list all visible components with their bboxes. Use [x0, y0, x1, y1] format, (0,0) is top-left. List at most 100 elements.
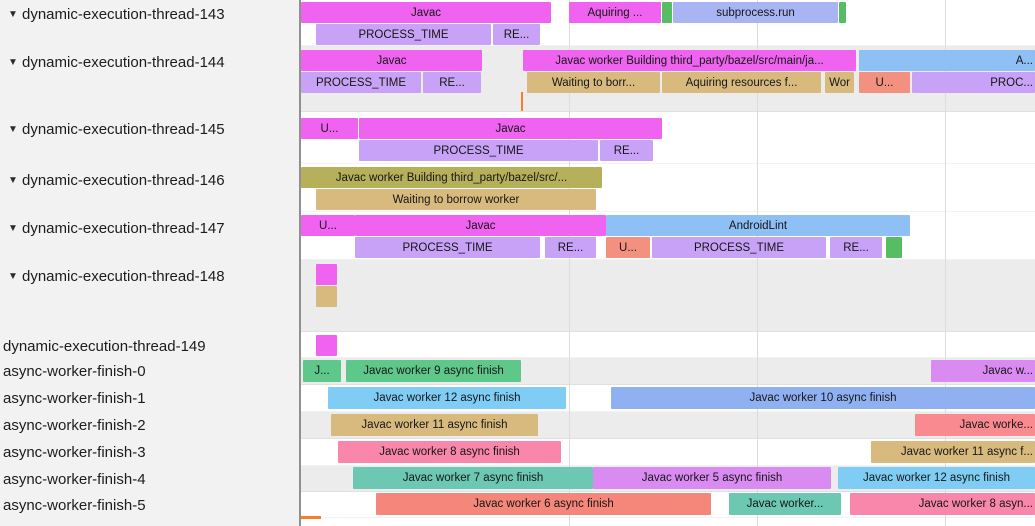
track-name: dynamic-execution-thread-144	[22, 53, 225, 71]
track-thread-145: U... Javac PROCESS_TIME RE...	[301, 112, 1035, 164]
sidebar: ▼ dynamic-execution-thread-143 ▼ dynamic-ex…	[0, 0, 301, 526]
track-thread-148	[301, 260, 1035, 332]
trace-span[interactable]: RE...	[423, 72, 481, 93]
trace-span[interactable]: U...	[301, 215, 355, 236]
track-thread-146: Javac worker Building third_party/bazel/…	[301, 164, 1035, 212]
trace-span[interactable]: Javac worker 5 async finish	[593, 467, 831, 489]
trace-span[interactable]: Aquiring ...	[569, 2, 661, 23]
time-marker	[301, 516, 321, 519]
trace-span[interactable]: Javac worker Building third_party/bazel/…	[523, 50, 856, 71]
trace-span[interactable]: RE...	[830, 237, 882, 258]
gridline	[569, 0, 570, 526]
track-name: async-worker-finish-0	[3, 362, 146, 380]
trace-span[interactable]: Waiting to borr...	[527, 72, 660, 93]
track-label-dynamic-execution-thread-149[interactable]: dynamic-execution-thread-149	[0, 337, 299, 355]
timeline: Javac Aquiring ... subprocess.run PROCESS_T…	[301, 0, 1035, 526]
track-label-dynamic-execution-thread-145[interactable]: ▼ dynamic-execution-thread-145	[0, 120, 299, 138]
track-label-async-worker-finish-4[interactable]: async-worker-finish-4	[0, 470, 299, 488]
trace-span[interactable]: RE...	[493, 24, 540, 45]
expander-icon[interactable]: ▼	[8, 174, 18, 186]
trace-span[interactable]: Javac	[355, 215, 606, 236]
trace-span[interactable]: AndroidLint	[606, 215, 910, 236]
trace-span[interactable]: PROCESS_TIME	[652, 237, 826, 258]
track-async-worker-finish-1: Javac worker 12 async finish Javac worker…	[301, 385, 1035, 412]
trace-span[interactable]: J...	[303, 360, 341, 382]
trace-span[interactable]: U...	[859, 72, 910, 93]
time-marker	[521, 92, 523, 111]
trace-span[interactable]: Javac	[359, 118, 662, 139]
trace-span[interactable]: U...	[301, 118, 358, 139]
track-label-dynamic-execution-thread-147[interactable]: ▼ dynamic-execution-thread-147	[0, 219, 299, 237]
track-async-worker-finish-2: Javac worker 11 async finish Javac worke.…	[301, 412, 1035, 439]
trace-span[interactable]: Waiting to borrow worker	[316, 189, 596, 210]
trace-span[interactable]: Javac worker 7 async finish	[353, 467, 593, 489]
trace-span[interactable]	[316, 335, 337, 356]
track-label-async-worker-finish-0[interactable]: async-worker-finish-0	[0, 362, 299, 380]
track-label-dynamic-execution-thread-146[interactable]: ▼ dynamic-execution-thread-146	[0, 171, 299, 189]
trace-span[interactable]	[316, 264, 337, 285]
track-name: dynamic-execution-thread-145	[22, 120, 225, 138]
track-thread-147: U... Javac AndroidLint PROCESS_TIME RE... U..…	[301, 212, 1035, 260]
trace-span[interactable]: Javac worker 12 async finish	[838, 467, 1035, 489]
trace-span[interactable]: Javac	[301, 50, 482, 71]
trace-span[interactable]: Javac worker 8 asyn...	[850, 493, 1035, 515]
trace-span[interactable]: Javac worker 11 async f...	[871, 441, 1035, 463]
gridline	[945, 0, 946, 526]
track-label-async-worker-finish-1[interactable]: async-worker-finish-1	[0, 389, 299, 407]
trace-span[interactable]: Wor	[825, 72, 854, 93]
expander-icon[interactable]: ▼	[8, 222, 18, 234]
trace-span[interactable]: Aquiring resources f...	[662, 72, 821, 93]
trace-span[interactable]: PROCESS_TIME	[301, 72, 421, 93]
track-name: async-worker-finish-1	[3, 389, 146, 407]
trace-span[interactable]	[662, 2, 672, 23]
trace-span[interactable]: Javac worker...	[729, 493, 841, 515]
track-label-async-worker-finish-5[interactable]: async-worker-finish-5	[0, 496, 299, 514]
track-name: dynamic-execution-thread-143	[22, 5, 225, 23]
trace-span[interactable]: RE...	[545, 237, 596, 258]
track-name: dynamic-execution-thread-146	[22, 171, 225, 189]
track-label-async-worker-finish-3[interactable]: async-worker-finish-3	[0, 443, 299, 461]
expander-icon[interactable]: ▼	[8, 56, 18, 68]
track-label-dynamic-execution-thread-148[interactable]: ▼ dynamic-execution-thread-148	[0, 267, 299, 285]
track-name: async-worker-finish-4	[3, 470, 146, 488]
trace-span[interactable]: Javac worker 11 async finish	[331, 414, 538, 436]
trace-span[interactable]: subprocess.run	[673, 2, 838, 23]
trace-span[interactable]: PROCESS_TIME	[359, 140, 598, 161]
expander-icon[interactable]: ▼	[8, 8, 18, 20]
trace-span[interactable]	[316, 286, 337, 307]
trace-span[interactable]: PROCESS_TIME	[316, 24, 491, 45]
trace-span[interactable]: Javac	[301, 2, 551, 23]
trace-span[interactable]: Javac w...	[931, 360, 1035, 382]
trace-span[interactable]: Javac worker 6 async finish	[376, 493, 711, 515]
trace-span[interactable]: Javac worker Building third_party/bazel/…	[301, 167, 602, 188]
track-label-dynamic-execution-thread-144[interactable]: ▼ dynamic-execution-thread-144	[0, 53, 299, 71]
trace-span[interactable]: PROCESS_TIME	[355, 237, 540, 258]
track-name: dynamic-execution-thread-148	[22, 267, 225, 285]
trace-span[interactable]: RE...	[600, 140, 653, 161]
trace-span[interactable]: Javac worke...	[915, 414, 1035, 436]
expander-icon[interactable]: ▼	[8, 270, 18, 282]
track-thread-149	[301, 332, 1035, 358]
track-thread-144: Javac Javac worker Building third_party/b…	[301, 46, 1035, 112]
track-async-worker-finish-4: Javac worker 7 async finish Javac worker …	[301, 466, 1035, 492]
trace-span[interactable]	[839, 2, 846, 23]
trace-span[interactable]	[886, 237, 902, 258]
track-label-dynamic-execution-thread-143[interactable]: ▼ dynamic-execution-thread-143	[0, 5, 299, 23]
trace-span[interactable]: A...	[859, 50, 1035, 71]
trace-span[interactable]: Javac worker 9 async finish	[346, 360, 521, 382]
gridline	[757, 0, 758, 526]
track-name: async-worker-finish-2	[3, 416, 146, 434]
trace-span[interactable]: U...	[606, 237, 650, 258]
expander-icon[interactable]: ▼	[8, 123, 18, 135]
trace-span[interactable]: Javac worker 8 async finish	[338, 441, 561, 463]
track-name: dynamic-execution-thread-147	[22, 219, 225, 237]
track-async-worker-finish-0: J... Javac worker 9 async finish Javac w..…	[301, 358, 1035, 385]
track-async-worker-finish-5: Javac worker 6 async finish Javac worker.…	[301, 492, 1035, 518]
track-thread-143: Javac Aquiring ... subprocess.run PROCESS_T…	[301, 0, 1035, 46]
trace-span[interactable]: Javac worker 10 async finish	[611, 387, 1035, 409]
trace-span[interactable]: PROC...	[912, 72, 1035, 93]
trace-span[interactable]: Javac worker 12 async finish	[328, 387, 566, 409]
track-label-async-worker-finish-2[interactable]: async-worker-finish-2	[0, 416, 299, 434]
track-name: async-worker-finish-3	[3, 443, 146, 461]
